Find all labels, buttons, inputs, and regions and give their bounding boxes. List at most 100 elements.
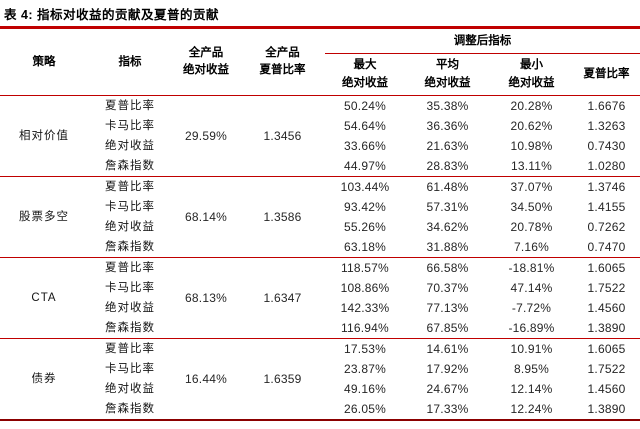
value-cell: 1.6676 (587, 99, 626, 113)
table-row: 绝对收益 49.16% 24.67% 12.14% 1.4560 (0, 379, 640, 399)
value-cell: 55.26% (344, 220, 386, 234)
col-header-avg-abs-return: 平均 绝对收益 (405, 53, 490, 96)
value-cell: 24.67% (426, 382, 469, 396)
header-row-sub: 最大 绝对收益 平均 绝对收益 最小 绝对收益 夏普比率 (0, 53, 640, 96)
value-cell: 63.18% (344, 240, 386, 254)
indicator-cell: 詹森指数 (105, 241, 155, 253)
indicator-cell: 卡马比率 (105, 363, 155, 375)
value-cell: 44.97% (344, 159, 386, 173)
table-row: 债券 夏普比率 16.44% 1.6359 17.53% 14.61% 10.9… (0, 338, 640, 420)
table-row: 绝对收益 142.33% 77.13% -7.72% 1.4560 (0, 298, 640, 318)
value-cell: 1.6065 (573, 338, 640, 359)
value-cell: 49.16% (344, 382, 386, 396)
value-cell: 21.63% (426, 139, 469, 153)
value-cell: 1.4560 (587, 301, 626, 315)
table-row: CTA 夏普比率 68.13% 1.6347 118.57% 66.58% -1… (0, 257, 640, 339)
value-cell: -18.81% (490, 257, 573, 278)
table-title: 表 4: 指标对收益的贡献及夏普的贡献 (4, 8, 220, 22)
value-cell: 7.16% (513, 240, 550, 254)
all-sharpe-cell: 1.6347 (240, 257, 325, 339)
value-cell: 1.6065 (573, 257, 640, 278)
value-cell: 12.14% (510, 382, 553, 396)
strategy-cell: CTA (0, 257, 88, 339)
table-row: 相对价值 夏普比率 29.59% 1.3456 50.24% 35.38% 20… (0, 96, 640, 143)
indicator-cell: 绝对收益 (105, 383, 155, 395)
value-cell: 17.53% (325, 338, 405, 359)
value-cell: 1.4155 (587, 200, 626, 214)
table-header: 策略 指标 全产品 绝对收益 全产品 夏普比率 调整后指标 最大 绝对收益 平均… (0, 27, 640, 96)
value-cell: 118.57% (325, 257, 405, 278)
table-row: 绝对收益 33.66% 21.63% 10.98% 0.7430 (0, 136, 640, 156)
value-cell: 1.3890 (587, 402, 626, 416)
indicator-cell: 绝对收益 (105, 302, 155, 314)
indicator-cell: 夏普比率 (88, 338, 172, 359)
indicator-cell: 夏普比率 (105, 100, 155, 112)
indicator-cell: 绝对收益 (105, 140, 155, 152)
all-sharpe-cell: 1.3586 (240, 176, 325, 258)
value-cell: 103.44% (325, 176, 405, 197)
value-cell: 0.7470 (587, 240, 626, 254)
value-cell: 26.05% (344, 402, 386, 416)
table-row: 卡马比率 93.42% 57.31% 34.50% 1.4155 (0, 197, 640, 217)
all-sharpe-cell: 1.6359 (240, 338, 325, 420)
indicator-cell: 卡马比率 (105, 120, 155, 132)
value-cell: 20.62% (510, 119, 553, 133)
table-row: 卡马比率 108.86% 70.37% 47.14% 1.7522 (0, 278, 640, 298)
value-cell: 57.31% (426, 200, 469, 214)
value-cell: 1.4560 (587, 382, 626, 396)
indicator-cell: 詹森指数 (105, 403, 155, 415)
col-header-max-abs-return: 最大 绝对收益 (325, 53, 405, 96)
value-cell: 66.58% (405, 257, 490, 278)
value-cell: 31.88% (426, 240, 469, 254)
value-cell: 37.07% (490, 176, 573, 197)
table-row: 詹森指数 116.94% 67.85% -16.89% 1.3890 (0, 318, 640, 339)
value-cell: 54.64% (344, 119, 386, 133)
strategy-cell: 股票多空 (0, 176, 88, 258)
value-cell: 67.85% (426, 321, 469, 335)
col-header-indicator: 指标 (88, 27, 172, 96)
table-row: 詹森指数 26.05% 17.33% 12.24% 1.3890 (0, 399, 640, 420)
table-row: 卡马比率 54.64% 36.36% 20.62% 1.3263 (0, 116, 640, 136)
value-cell: 20.28% (510, 99, 553, 113)
col-header-strategy: 策略 (0, 27, 88, 96)
table-row: 卡马比率 23.87% 17.92% 8.95% 1.7522 (0, 359, 640, 379)
value-cell: 1.7522 (587, 281, 626, 295)
table-row: 绝对收益 55.26% 34.62% 20.78% 0.7262 (0, 217, 640, 237)
value-cell: 14.61% (405, 338, 490, 359)
indicator-cell: 夏普比率 (88, 176, 172, 197)
value-cell: 77.13% (426, 301, 469, 315)
value-cell: 8.95% (513, 362, 550, 376)
value-cell: 0.7430 (587, 139, 626, 153)
value-cell: 47.14% (510, 281, 553, 295)
table-row: 股票多空 夏普比率 68.14% 1.3586 103.44% 61.48% 3… (0, 176, 640, 258)
col-header-sharpe-ratio: 夏普比率 (573, 53, 640, 96)
value-cell: 35.38% (426, 99, 469, 113)
source-note: 资料来源: 华宝证券研究创新部 (0, 421, 640, 429)
indicator-cell: 詹森指数 (105, 160, 155, 172)
all-abs-return-cell: 29.59% (185, 129, 227, 143)
col-header-all-sharpe: 全产品 夏普比率 (240, 27, 325, 96)
table-row: 詹森指数 63.18% 31.88% 7.16% 0.7470 (0, 237, 640, 258)
header-row-top: 策略 指标 全产品 绝对收益 全产品 夏普比率 调整后指标 (0, 27, 640, 96)
value-cell: 1.3746 (573, 176, 640, 197)
value-cell: 34.50% (510, 200, 553, 214)
value-cell: 12.24% (510, 402, 553, 416)
all-abs-return-cell: 16.44% (172, 338, 240, 420)
col-header-all-abs-return: 全产品 绝对收益 (172, 27, 240, 96)
value-cell: 0.7262 (587, 220, 626, 234)
value-cell: 1.7522 (587, 362, 626, 376)
value-cell: 34.62% (426, 220, 469, 234)
indicator-cell: 绝对收益 (105, 221, 155, 233)
value-cell: 142.33% (340, 301, 390, 315)
table-body: 相对价值 夏普比率 29.59% 1.3456 50.24% 35.38% 20… (0, 96, 640, 420)
value-cell: 10.91% (490, 338, 573, 359)
value-cell: 1.3263 (587, 119, 626, 133)
value-cell: -7.72% (511, 301, 552, 315)
value-cell: 93.42% (344, 200, 386, 214)
value-cell: 33.66% (344, 139, 386, 153)
value-cell: 23.87% (344, 362, 386, 376)
value-cell: 17.33% (426, 402, 469, 416)
value-cell: 1.0280 (587, 159, 626, 173)
all-abs-return-cell: 68.13% (172, 257, 240, 339)
